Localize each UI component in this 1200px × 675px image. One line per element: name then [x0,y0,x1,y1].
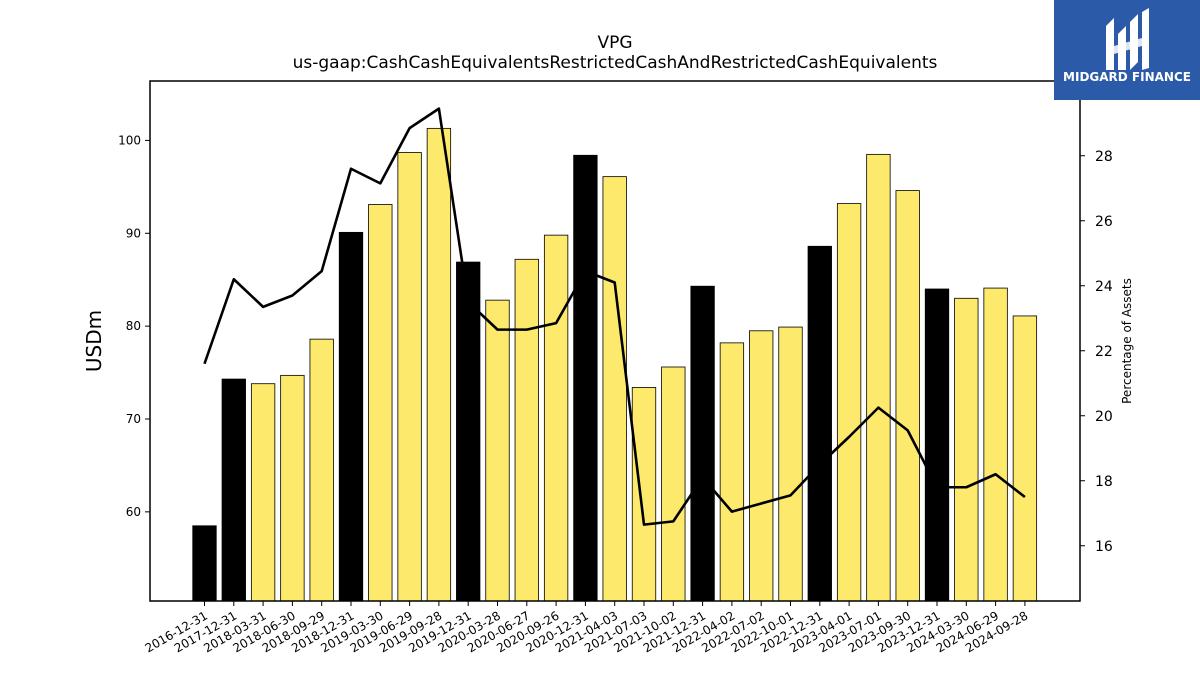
y-tick-label: 70 [126,412,141,426]
bar-2020-03-28 [485,299,510,602]
bar-2023-04-01 [836,203,862,602]
bar-2017-12-31 [221,378,246,602]
bar-2024-06-29 [983,287,1008,602]
y-axis-right: 16 18 20 22 24 26 28 [1080,149,1113,555]
y-tick-label: 100 [118,133,141,147]
x-axis: 2016-12-312017-12-312018-03-312018-06-30… [143,601,1030,655]
y2-tick-label: 24 [1095,279,1113,295]
chart-subtitle: us-gaap:CashCashEquivalentsRestrictedCas… [293,53,938,73]
bar-2022-10-01 [778,326,803,602]
y2-tick-label: 26 [1095,214,1113,230]
brand-logo: MIDGARD FINANCE [1054,0,1200,100]
bar-2019-12-31 [456,261,481,602]
bar-2019-06-29 [397,152,422,602]
brand-name: MIDGARD FINANCE [1063,70,1191,84]
y-tick-label: 60 [126,505,141,519]
bar-2019-03-30 [368,204,393,602]
bar-2023-09-30 [895,190,920,602]
bar-2018-09-29 [309,338,334,602]
y2-tick-label: 16 [1095,539,1113,555]
bar-2022-12-31 [807,245,832,602]
y2-axis-label: Percentage of Assets [1120,278,1134,404]
bar-2024-03-30 [954,297,979,602]
bar-2022-07-02 [749,330,774,602]
y-axis-left: 60 70 80 90 100 [118,133,150,519]
y2-tick-label: 22 [1095,344,1113,360]
bar-2023-07-01 [866,153,891,602]
bar-2020-09-26 [543,234,569,602]
bar-2020-12-31 [573,154,598,602]
bar-2021-07-03 [631,387,657,602]
bar-2021-10-02 [661,366,686,602]
bars-group [192,127,1038,602]
bar-2023-12-31 [924,288,950,602]
bar-2018-06-30 [280,374,305,602]
bar-2021-04-03 [602,176,627,602]
bar-2018-12-31 [338,231,364,602]
chart-title: VPG [597,33,632,53]
y-axis-label: USDm [82,310,106,372]
y-tick-label: 80 [126,319,141,333]
bar-2024-09-28 [1012,315,1038,602]
bar-2018-03-31 [250,383,276,602]
y-tick-label: 90 [126,226,141,240]
bar-2020-06-27 [514,258,539,602]
y2-tick-label: 20 [1095,409,1113,425]
bar-2021-12-31 [690,285,715,602]
y2-tick-label: 18 [1095,474,1113,490]
percentage-line [203,107,1026,526]
bar-2022-04-02 [719,342,745,602]
bar-2016-12-31 [192,525,217,602]
y2-tick-label: 28 [1095,149,1113,165]
bar-2019-09-28 [426,127,452,602]
line-layer [203,107,1026,526]
midgard-logo-icon: MIDGARD FINANCE [1054,0,1200,100]
